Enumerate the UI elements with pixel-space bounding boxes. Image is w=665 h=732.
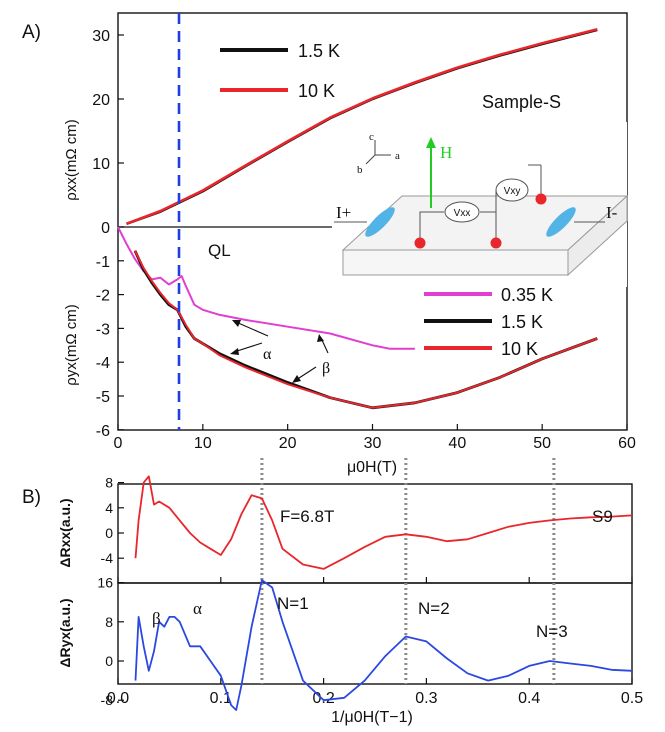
freq-label: F=6.8T [280, 507, 334, 526]
alpha-label-a: α [263, 346, 272, 363]
sample-bar-front [342, 249, 569, 276]
panel-b-xtick-label: 0.4 [518, 690, 540, 707]
s9-label: S9 [592, 507, 613, 526]
panel-b-ytick-label-bottom: 16 [97, 575, 113, 591]
panel-a-ytick-label-bottom: -3 [96, 321, 110, 338]
panel-a-xlabel: μ0H(T) [347, 459, 397, 476]
series-line-s9 [134, 475, 633, 570]
field-label: H [440, 143, 452, 162]
panel-a-xtick-label: 30 [364, 435, 382, 452]
panel-b-ylabel-bottom: ΔRyx(a.u.) [57, 598, 73, 667]
panel-a-ytick-label-bottom: -4 [96, 355, 110, 372]
axis-b-label: b [357, 164, 363, 176]
alpha-arrow-lower-head [230, 348, 239, 355]
n2-label: N=2 [418, 599, 450, 618]
panel-a-xtick-label: 20 [279, 435, 297, 452]
ql-label: QL [208, 241, 231, 260]
alpha-arrow-lower [233, 342, 263, 353]
panel-a-ytick-label-top: 20 [92, 92, 110, 109]
legend-label: 0.35 K [501, 285, 553, 305]
i-plus-label: I+ [336, 203, 351, 222]
field-arrow-head [426, 137, 436, 148]
beta-arrow-lower [295, 366, 317, 381]
panel-b-xtick-label: 0.3 [415, 690, 437, 707]
vxy-label: Vxy [504, 186, 521, 197]
vxx-label: Vxx [454, 208, 471, 219]
contact-dot-middle [490, 237, 502, 249]
panel-a-ytick-label-bottom: -5 [96, 389, 110, 406]
panel-b-ytick-label-top: 0 [105, 525, 113, 541]
panel-a-ytick-label-top: 30 [92, 28, 110, 45]
panel-a-ytick-label-bottom: 0 [101, 220, 110, 237]
series-line-10-k [134, 250, 598, 409]
panel-b-xlabel: 1/μ0H(T−1) [331, 709, 413, 726]
panel-a-ticks: 0 10 20 30 40 50 60 10 20 30 0 -1 -2 -3 -4 -5 -6 [92, 28, 636, 452]
panel-b-xtick-label: 0.5 [621, 690, 643, 707]
panel-b-bottom-frame [117, 582, 633, 685]
panel-a-plot: 0 10 20 30 40 50 60 10 20 30 0 -1 -2 -3 -4 -5 -6 c a b H… [92, 12, 636, 452]
panel-a-ytick-label-bottom: -6 [96, 423, 110, 440]
alpha-arrow-upper-head [232, 320, 241, 327]
axis-a-label: a [395, 150, 400, 162]
panel-a-xtick-label: 0 [114, 435, 123, 452]
panel-a-legend-top: 1.5 K 10 K [220, 41, 340, 101]
panel-a-ylabel-top: ρxx(mΩ cm) [63, 119, 80, 200]
panel-b-curves [134, 475, 633, 711]
i-minus-label: I- [606, 203, 618, 222]
sample-s-label: Sample-S [482, 92, 561, 112]
alpha-label-b: α [193, 599, 202, 618]
panel-a-ytick-label-bottom: -2 [96, 288, 110, 305]
sample-bar-side [567, 194, 628, 277]
beta-arrow-lower-head [292, 375, 301, 383]
panel-a-legend-bottom: 0.35 K 1.5 K 10 K [424, 285, 553, 359]
panel-b-ylabel-top: ΔRxx(a.u.) [57, 498, 73, 567]
axis-b-line [365, 154, 376, 165]
legend-label: 10 K [501, 339, 538, 359]
series-line-s9 [134, 579, 633, 711]
series-line-10-k [126, 27, 598, 226]
panel-a-xtick-label: 50 [533, 435, 551, 452]
panel-b-ytick-label-bottom: -8 [101, 692, 114, 708]
current-contact-right [546, 207, 576, 237]
panel-b-ytick-label-top: 4 [105, 500, 113, 516]
beta-label-a: β [322, 360, 330, 377]
panel-b-ytick-label-top: 8 [105, 475, 113, 491]
vxy-meter [495, 178, 529, 202]
panel-a-xtick-label: 60 [618, 435, 636, 452]
beta-label-b: β [152, 609, 161, 628]
panel-b-ytick-label-top: -4 [101, 550, 114, 566]
panel-a-ytick-label-bottom: -1 [96, 254, 110, 271]
panel-b-ytick-label-bottom: 8 [105, 614, 113, 630]
panel-b-ytick-label-bottom: 0 [105, 653, 113, 669]
legend-label: 1.5 K [501, 312, 543, 332]
beta-arrow-upper-head [317, 334, 324, 342]
legend-label: 10 K [298, 81, 335, 101]
panel-a-xtick-label: 10 [194, 435, 212, 452]
panel-b-label: B) [22, 487, 41, 508]
n3-label: N=3 [536, 622, 568, 641]
vxx-meter [444, 201, 480, 223]
panel-a-curves [117, 27, 598, 410]
panel-a-label: A) [22, 22, 41, 43]
n1-label: N=1 [277, 594, 309, 613]
current-contact-left [365, 207, 395, 237]
panel-a-ylabel-bottom: ρyx(mΩ cm) [63, 304, 80, 385]
contact-dot-left [414, 237, 426, 249]
measurement-inset: c a b H Vxx Vxy I+ I- [332, 122, 629, 287]
legend-label: 1.5 K [298, 41, 340, 61]
contact-dot-back [535, 193, 547, 205]
panel-b-xtick-label: 0.0 [107, 690, 129, 707]
panel-b-period-lines [260, 458, 556, 684]
panel-a-xtick-label: 40 [448, 435, 466, 452]
alpha-arrow-upper [235, 321, 269, 337]
panel-a-ytick-label-top: 10 [92, 156, 110, 173]
axis-c-label: c [369, 131, 374, 143]
